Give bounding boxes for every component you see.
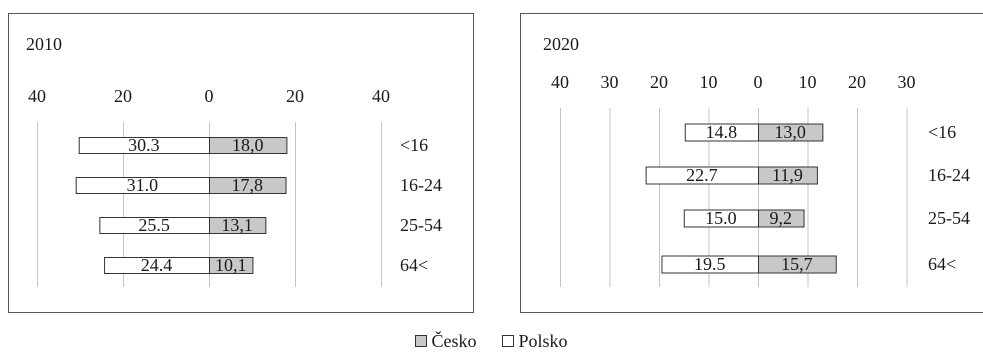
panel-2-title: 2020 xyxy=(543,34,579,54)
panel-2-tick-label-1: 30 xyxy=(601,72,619,92)
panel-1-title: 2010 xyxy=(26,34,62,54)
panel-2-category-label-1: 16-24 xyxy=(928,165,970,185)
panel-1-bar-esko-2 xyxy=(209,217,267,234)
panel-1-data-label-polsko-3: 24.4 xyxy=(141,255,173,275)
panel-1-tick-label-4: 40 xyxy=(372,86,390,106)
panel-1-data-label-esko-3: 10,1 xyxy=(215,255,247,275)
panel-2-category-label-3: 64< xyxy=(928,254,956,274)
panel-2-tick-label-7: 30 xyxy=(898,72,916,92)
panel-2-data-label-esko-1: 11,9 xyxy=(772,165,803,185)
panel-2-bar-esko-2 xyxy=(758,209,805,228)
panel-2-data-label-polsko-1: 22.7 xyxy=(686,165,718,185)
panel-1-category-label-0: <16 xyxy=(400,135,428,155)
panel-2-category-label-2: 25-54 xyxy=(928,208,970,228)
legend-swatch-polsko xyxy=(502,335,515,347)
panel-1-data-label-polsko-2: 25.5 xyxy=(138,215,170,235)
panel-1-data-label-esko-1: 17,8 xyxy=(232,175,264,195)
panel-2-tick-label-2: 20 xyxy=(650,72,668,92)
legend-label-polsko: Polsko xyxy=(518,330,568,351)
panel-2-tick-label-6: 20 xyxy=(848,72,866,92)
panel-1-bar-esko-3 xyxy=(209,257,254,274)
panel-2-tick-label-5: 10 xyxy=(799,72,817,92)
panel-2-data-label-esko-2: 9,2 xyxy=(770,208,793,228)
panel-2-data-label-polsko-3: 19.5 xyxy=(694,254,726,274)
panel-2-tick-label-3: 10 xyxy=(700,72,718,92)
panel-1-data-label-esko-0: 18,0 xyxy=(232,135,264,155)
panel-1-category-label-1: 16-24 xyxy=(400,175,442,195)
panel-2-bar-esko-0 xyxy=(758,123,824,142)
panel-1-data-label-polsko-0: 30.3 xyxy=(128,135,160,155)
panel-2-data-label-esko-0: 13,0 xyxy=(774,122,806,142)
panel-1-data-label-esko-2: 13,1 xyxy=(221,215,253,235)
legend-swatch-cesko xyxy=(415,335,428,347)
panel-1-tick-label-0: 40 xyxy=(28,86,46,106)
panel-2-data-label-esko-3: 15,7 xyxy=(781,254,813,274)
panel-2-data-label-polsko-0: 14.8 xyxy=(706,122,738,142)
panel-1-bar-esko-1 xyxy=(209,177,287,194)
panel-2-data-label-polsko-2: 15.0 xyxy=(705,208,737,228)
panel-1-category-label-3: 64< xyxy=(400,255,428,275)
panel-1-tick-label-3: 20 xyxy=(286,86,304,106)
legend: Česko Polsko xyxy=(0,331,983,351)
legend-item-polsko: Polsko xyxy=(502,330,568,352)
panel-2-tick-label-0: 40 xyxy=(551,72,569,92)
panel-2-bar-esko-3 xyxy=(758,255,837,274)
panel-2-bar-esko-1 xyxy=(758,166,818,185)
panel-1-bar-esko-0 xyxy=(209,137,288,154)
legend-label-cesko: Česko xyxy=(431,330,477,351)
panel-1-tick-label-2: 0 xyxy=(205,86,214,106)
panel-2-category-label-0: <16 xyxy=(928,122,956,142)
panel-1-data-label-polsko-1: 31.0 xyxy=(127,175,159,195)
legend-item-cesko: Česko xyxy=(415,331,476,352)
panel-2-tick-label-4: 0 xyxy=(754,72,763,92)
panel-1-category-label-2: 25-54 xyxy=(400,215,442,235)
panel-1-tick-label-1: 20 xyxy=(114,86,132,106)
